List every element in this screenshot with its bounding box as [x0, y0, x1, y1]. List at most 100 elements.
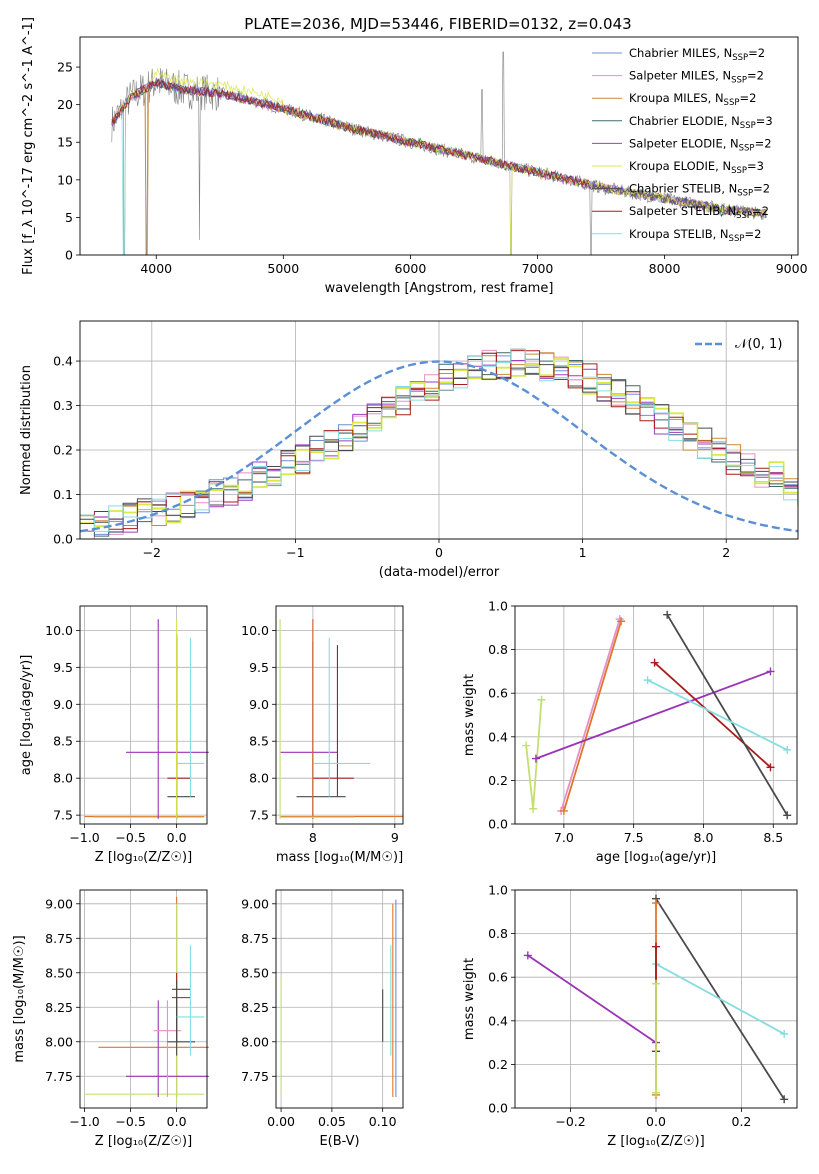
y-tick-label: 0.8 — [488, 642, 508, 657]
y-tick-label: 1.0 — [488, 599, 508, 614]
y-tick-label: 10 — [57, 172, 73, 187]
y-tick-label: 7.5 — [249, 808, 269, 823]
x-tick-label: 0.10 — [369, 1114, 397, 1129]
y-tick-label: 9.0 — [53, 697, 73, 712]
weight-marker — [663, 610, 672, 619]
weight-line — [563, 621, 622, 812]
legend-label-text: Chabrier MILES, N — [629, 46, 732, 60]
legend-label-text: Kroupa MILES, N — [629, 91, 724, 105]
spectrum-plot: 4000 5000 6000 7000 8000 9000 0 5 10 15 20 25 wavele… — [21, 17, 808, 296]
legend-label-suffix: =2 — [744, 227, 761, 241]
legend-label: Salpeter MILES, NSSP=2 — [629, 69, 764, 86]
legend-label: Chabrier STELIB, NSSP=2 — [629, 182, 770, 199]
legend-label-subscript: SSP — [729, 234, 745, 244]
histogram-kroupa_stelib — [80, 348, 798, 532]
weight-line — [535, 670, 771, 760]
legend-label: Salpeter ELODIE, NSSP=2 — [629, 136, 772, 153]
y-tick-label: 8.25 — [45, 1000, 73, 1015]
y-tick-label: 8.0 — [249, 771, 269, 786]
weight-marker — [652, 899, 660, 908]
y-tick-label: 9.00 — [45, 896, 73, 911]
legend-label-text: Chabrier ELODIE, N — [629, 114, 740, 128]
y-tick-label: 25 — [57, 60, 73, 75]
weight-marker — [537, 695, 546, 704]
x-axis-label: wavelength [Angstrom, rest frame] — [325, 281, 554, 296]
x-axis-label: mass [log₁₀(M/M☉)] — [276, 850, 403, 865]
x-tick-label: 9000 — [776, 261, 808, 276]
weight-marker — [650, 658, 659, 667]
y-axis-label: Flux [f_λ 10^-17 erg cm^-2 s^-1 A^-1] — [21, 17, 36, 275]
weight-vs-age-plot: 7.0 7.5 8.0 8.5 0.0 0.2 0.4 0.6 0.8 1.0 age [log₁₀… — [462, 599, 798, 865]
legend-label-subscript: SSP — [731, 76, 747, 86]
x-tick-label: 0.05 — [318, 1114, 346, 1129]
x-tick-label: 5000 — [267, 261, 299, 276]
weight-line — [647, 679, 788, 751]
legend-label-suffix: =2 — [753, 182, 770, 196]
legend-label-subscript: SSP — [736, 211, 752, 221]
y-tick-label: 5 — [65, 210, 73, 225]
weight-marker — [783, 811, 792, 820]
weight-vs-metallicity-plot: −0.2 0.0 0.2 0.0 0.2 0.4 0.6 0.8 1.0 Z [log₁₀(Z/Z… — [462, 883, 798, 1149]
y-tick-label: 10.0 — [241, 623, 269, 638]
legend-label: Chabrier ELODIE, NSSP=3 — [629, 114, 773, 131]
histogram-steps — [80, 348, 798, 539]
axes-frame — [79, 889, 208, 1109]
legend-label-suffix: =2 — [752, 204, 769, 218]
x-tick-label: 2 — [722, 545, 730, 560]
x-tick-label: 6000 — [395, 261, 427, 276]
x-tick-label: 0.0 — [167, 1114, 187, 1129]
axes-frame — [514, 605, 798, 825]
x-axis-label: E(B-V) — [319, 1134, 359, 1149]
weight-marker — [522, 741, 531, 750]
figure-title: PLATE=2036, MJD=53446, FIBERID=0132, z=0… — [244, 15, 631, 33]
x-tick-label: −2 — [143, 545, 161, 560]
legend-label-text: Salpeter ELODIE, N — [629, 136, 739, 150]
legend-label-subscript: SSP — [724, 98, 740, 108]
mass-vs-ebv-plot: 0.00 0.05 0.10 7.75 8.00 8.25 8.50 8.75 9.00 E(B-… — [241, 889, 404, 1149]
histogram-salpeter_elodie — [80, 360, 798, 533]
legend-label-subscript: SSP — [732, 53, 748, 63]
y-tick-label: 8.75 — [241, 931, 269, 946]
x-tick-label: −0.5 — [115, 830, 145, 845]
legend-label-suffix: =3 — [747, 159, 764, 173]
axes-frame — [79, 36, 799, 256]
x-tick-label: −0.2 — [555, 1114, 585, 1129]
y-tick-label: 0 — [65, 248, 73, 263]
y-tick-label: 7.75 — [241, 1069, 269, 1084]
y-tick-label: 7.5 — [53, 808, 73, 823]
y-tick-label: 0.2 — [488, 1057, 508, 1072]
y-tick-label: 8.5 — [249, 734, 269, 749]
x-axis-label: Z [log₁₀(Z/Z☉)] — [607, 1134, 704, 1149]
y-axis-label: mass weight — [462, 674, 477, 756]
x-tick-label: 8.5 — [763, 830, 783, 845]
y-tick-label: 0.2 — [488, 773, 508, 788]
spectrum-lines — [111, 51, 767, 255]
y-tick-label: 8.00 — [241, 1034, 269, 1049]
x-tick-label: 7000 — [522, 261, 554, 276]
x-tick-label: 0.2 — [732, 1114, 752, 1129]
weight-marker — [780, 1029, 789, 1038]
observed-spectrum-line — [111, 51, 767, 255]
x-axis-label: Z [log₁₀(Z/Z☉)] — [95, 1134, 192, 1149]
y-axis-label: Normed distribution — [19, 365, 34, 495]
legend-label: Kroupa ELODIE, NSSP=3 — [629, 159, 764, 176]
weight-marker — [529, 804, 538, 813]
weight-marker — [766, 667, 775, 676]
y-tick-label: 1.0 — [488, 883, 508, 898]
x-tick-label: 1 — [579, 545, 587, 560]
legend-label-suffix: =2 — [755, 136, 772, 150]
y-tick-label: 9.5 — [249, 660, 269, 675]
legend-label-subscript: SSP — [731, 166, 747, 176]
age-vs-metallicity-plot: −1.0 −0.5 0.0 7.5 8.0 8.5 9.0 9.5 10.0 Z [log₁₀(Z… — [19, 605, 209, 865]
y-tick-label: 15 — [57, 135, 73, 150]
weight-marker — [617, 617, 626, 626]
mass-vs-metallicity-plot: −1.0 −0.5 0.0 7.75 8.00 8.25 8.50 8.75 9.00 Z [lo… — [12, 889, 209, 1149]
legend-label-subscript: SSP — [737, 189, 753, 199]
legend-label: Chabrier MILES, NSSP=2 — [629, 46, 765, 63]
x-axis-label: age [log₁₀(age/yr)] — [596, 850, 717, 865]
y-tick-label: 0.0 — [53, 532, 73, 547]
legend-label-text: Salpeter MILES, N — [629, 69, 731, 83]
y-tick-label: 0.4 — [53, 354, 73, 369]
weight-marker — [780, 1095, 789, 1104]
